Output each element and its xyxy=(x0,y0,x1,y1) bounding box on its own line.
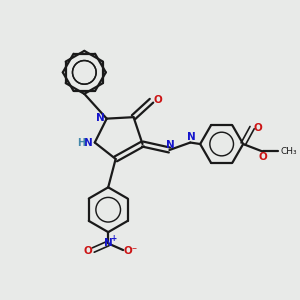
Text: H: H xyxy=(77,137,85,148)
Text: N: N xyxy=(187,132,195,142)
Text: CH₃: CH₃ xyxy=(280,147,297,156)
Text: O⁻: O⁻ xyxy=(124,246,138,256)
Text: N: N xyxy=(96,113,104,123)
Text: N: N xyxy=(166,140,174,150)
Text: O: O xyxy=(259,152,268,162)
Text: N: N xyxy=(84,137,93,148)
Text: O: O xyxy=(253,123,262,133)
Text: O: O xyxy=(83,246,92,256)
Text: +: + xyxy=(110,234,116,243)
Text: N: N xyxy=(104,238,112,248)
Text: O: O xyxy=(153,95,162,105)
